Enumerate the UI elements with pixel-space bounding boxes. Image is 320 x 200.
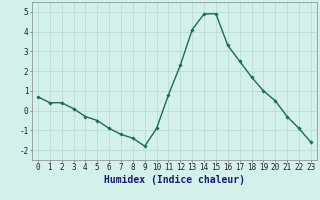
X-axis label: Humidex (Indice chaleur): Humidex (Indice chaleur) <box>104 175 245 185</box>
